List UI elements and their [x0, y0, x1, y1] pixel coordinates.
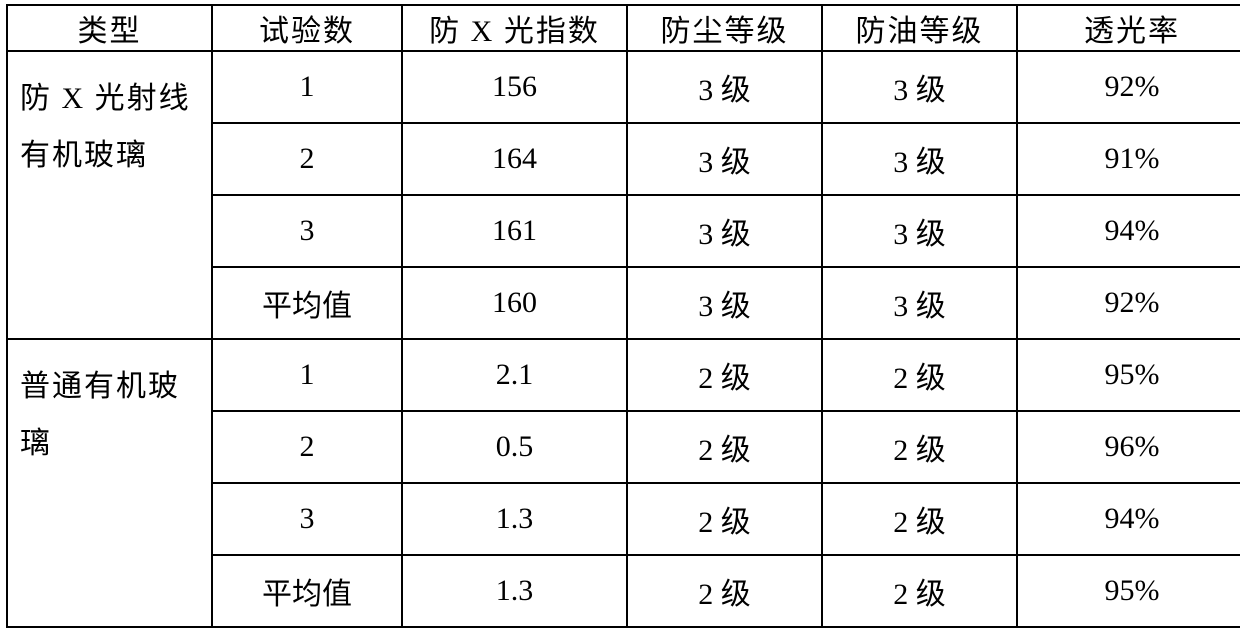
col-header-trial: 试验数 [212, 5, 402, 51]
cell-xray-index: 164 [402, 123, 627, 195]
table-row: 防 X 光射线有机玻璃 1 156 3 级 3 级 92% [7, 51, 1240, 123]
table-row: 普通有机玻璃 1 2.1 2 级 2 级 95% [7, 339, 1240, 411]
cell-trial: 1 [212, 51, 402, 123]
cell-transmittance: 96% [1017, 411, 1240, 483]
cell-xray-index: 160 [402, 267, 627, 339]
table-header-row: 类型 试验数 防 X 光指数 防尘等级 防油等级 透光率 [7, 5, 1240, 51]
cell-transmittance: 92% [1017, 51, 1240, 123]
cell-oil-grade: 2 级 [822, 339, 1017, 411]
data-table: 类型 试验数 防 X 光指数 防尘等级 防油等级 透光率 防 X 光射线有机玻璃… [6, 4, 1240, 628]
col-header-transmittance: 透光率 [1017, 5, 1240, 51]
cell-dust-grade: 3 级 [627, 123, 822, 195]
cell-oil-grade: 3 级 [822, 123, 1017, 195]
cell-xray-index: 2.1 [402, 339, 627, 411]
col-header-type: 类型 [7, 5, 212, 51]
type-cell: 防 X 光射线有机玻璃 [7, 51, 212, 339]
cell-transmittance: 94% [1017, 483, 1240, 555]
cell-xray-index: 1.3 [402, 555, 627, 627]
cell-trial: 1 [212, 339, 402, 411]
col-header-oil-grade: 防油等级 [822, 5, 1017, 51]
col-header-dust-grade: 防尘等级 [627, 5, 822, 51]
type-cell: 普通有机玻璃 [7, 339, 212, 627]
cell-transmittance: 91% [1017, 123, 1240, 195]
cell-trial: 2 [212, 411, 402, 483]
cell-oil-grade: 2 级 [822, 555, 1017, 627]
cell-oil-grade: 2 级 [822, 483, 1017, 555]
cell-xray-index: 0.5 [402, 411, 627, 483]
cell-xray-index: 161 [402, 195, 627, 267]
cell-transmittance: 95% [1017, 339, 1240, 411]
cell-oil-grade: 3 级 [822, 51, 1017, 123]
cell-trial: 3 [212, 195, 402, 267]
cell-oil-grade: 3 级 [822, 195, 1017, 267]
cell-dust-grade: 3 级 [627, 267, 822, 339]
cell-trial: 2 [212, 123, 402, 195]
cell-transmittance: 95% [1017, 555, 1240, 627]
cell-oil-grade: 3 级 [822, 267, 1017, 339]
cell-dust-grade: 2 级 [627, 339, 822, 411]
cell-trial: 平均值 [212, 555, 402, 627]
cell-trial: 平均值 [212, 267, 402, 339]
cell-oil-grade: 2 级 [822, 411, 1017, 483]
cell-transmittance: 94% [1017, 195, 1240, 267]
cell-dust-grade: 2 级 [627, 411, 822, 483]
cell-xray-index: 1.3 [402, 483, 627, 555]
cell-dust-grade: 3 级 [627, 51, 822, 123]
col-header-xray-index: 防 X 光指数 [402, 5, 627, 51]
cell-dust-grade: 2 级 [627, 483, 822, 555]
cell-trial: 3 [212, 483, 402, 555]
cell-transmittance: 92% [1017, 267, 1240, 339]
cell-dust-grade: 2 级 [627, 555, 822, 627]
cell-dust-grade: 3 级 [627, 195, 822, 267]
cell-xray-index: 156 [402, 51, 627, 123]
